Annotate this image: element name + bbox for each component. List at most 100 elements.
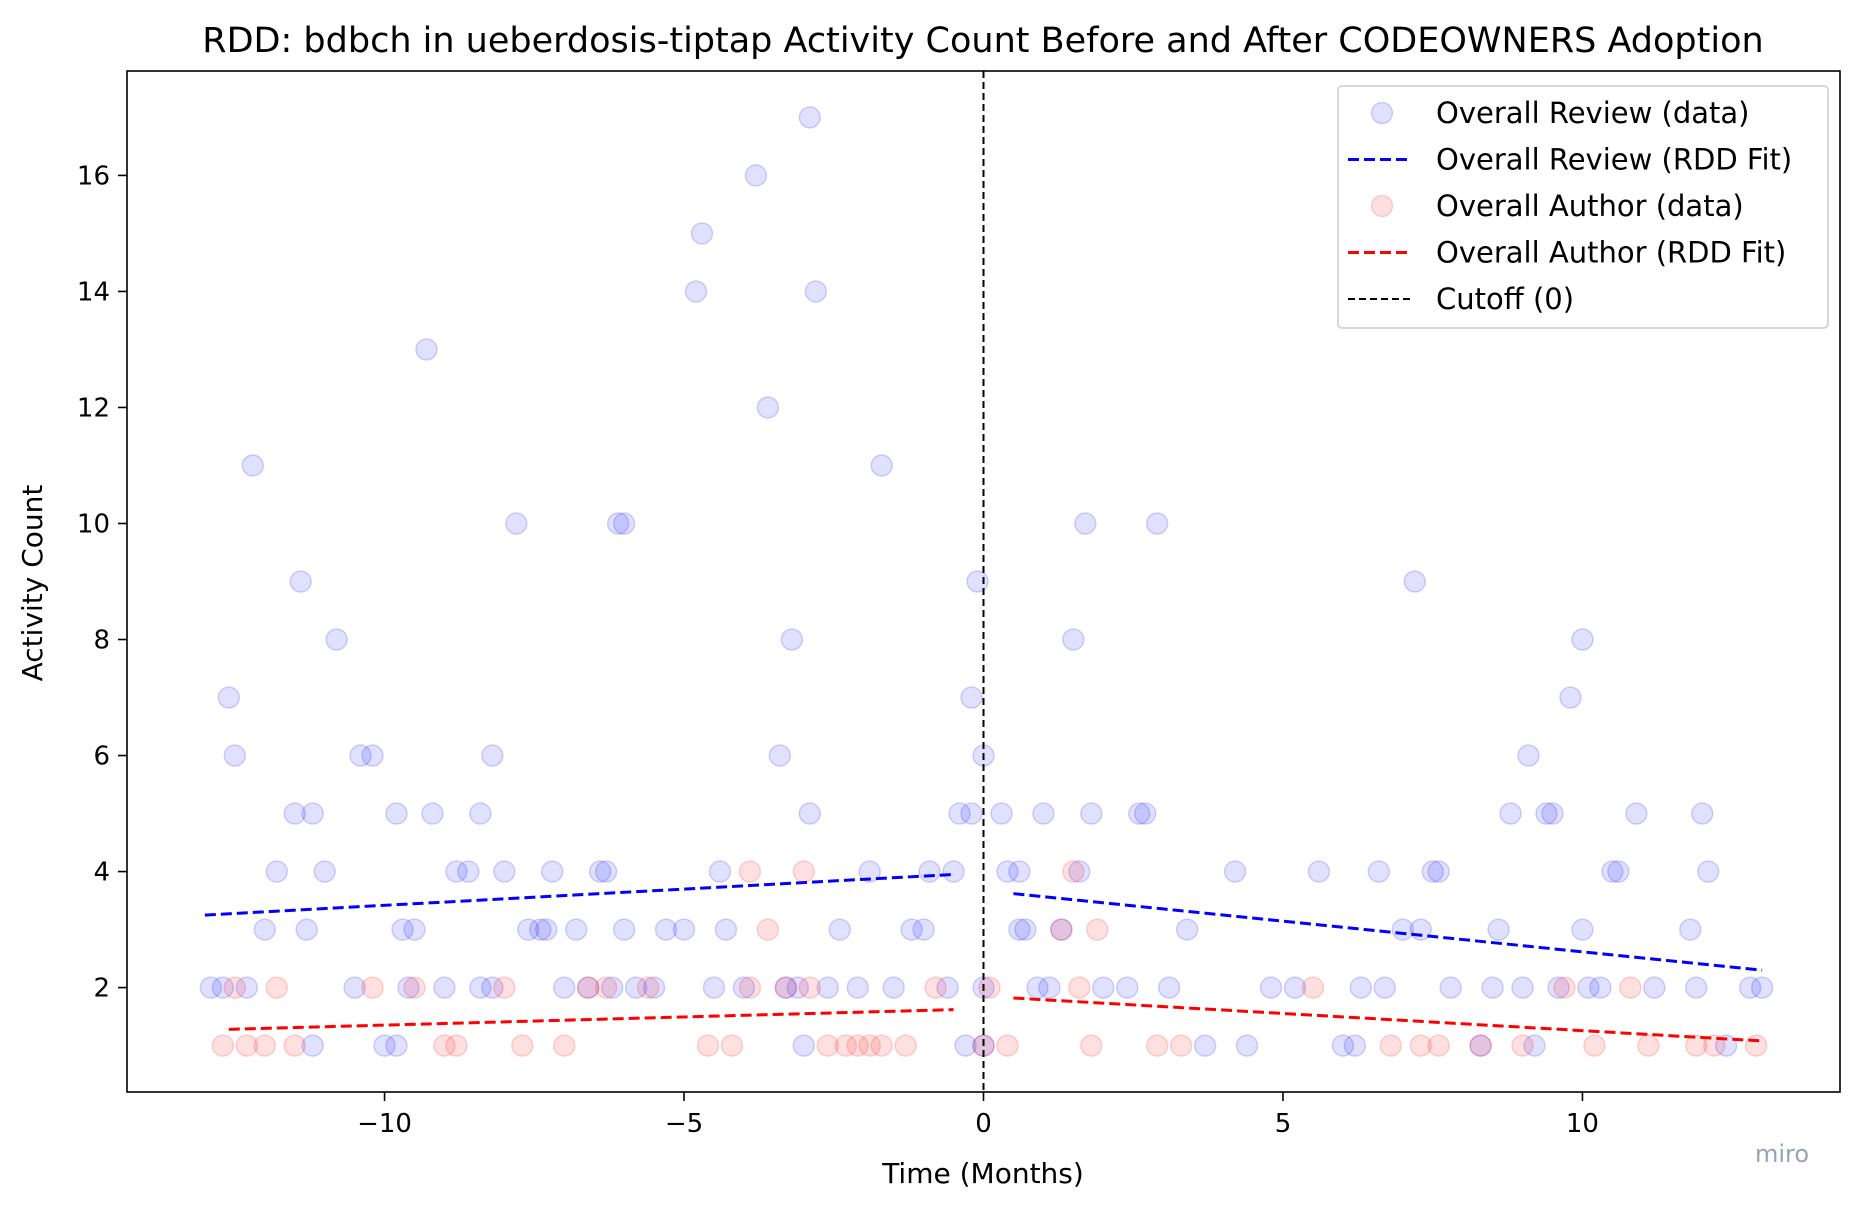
scatter-point — [265, 976, 288, 999]
scatter-point — [912, 918, 935, 941]
scatter-point — [1499, 802, 1522, 825]
scatter-point — [445, 860, 468, 883]
scatter-point — [349, 744, 372, 767]
scatter-point — [235, 976, 259, 999]
scatter-point — [469, 802, 492, 825]
scatter-point — [1481, 976, 1504, 999]
scatter-point — [541, 860, 564, 883]
plot-marks — [199, 71, 1774, 1092]
scatter-point — [1702, 1034, 1726, 1057]
scatter-point — [1062, 860, 1085, 883]
scatter-point — [1679, 918, 1702, 941]
scatter-point — [978, 976, 1001, 999]
scatter-point — [325, 628, 348, 651]
x-tick-label: −5 — [665, 1109, 703, 1139]
scatter-point — [624, 976, 648, 999]
scatter-point — [361, 976, 384, 999]
scatter-point — [283, 802, 306, 825]
x-tick-label: 10 — [1566, 1109, 1599, 1139]
scatter-point — [511, 1034, 534, 1057]
scatter-point — [894, 1034, 917, 1057]
scatter-point — [1511, 976, 1534, 999]
scatter-point — [756, 918, 780, 941]
y-tick-label: 10 — [77, 509, 110, 539]
scatter-point — [1068, 860, 1091, 883]
scatter-point — [1157, 976, 1181, 999]
scatter-point — [990, 802, 1013, 825]
scatter-point — [253, 918, 277, 941]
scatter-point — [900, 918, 923, 941]
legend-label: Overall Author (data) — [1436, 189, 1744, 223]
scatter-point — [594, 976, 618, 999]
scatter-point — [1032, 802, 1055, 825]
scatter-point — [217, 686, 241, 709]
y-tick-label: 6 — [93, 742, 110, 772]
legend-marker — [1370, 101, 1394, 125]
scatter-point — [720, 1034, 744, 1057]
scatter-point — [942, 860, 965, 883]
scatter-point — [1193, 1034, 1217, 1057]
rdd-fit-line — [204, 872, 954, 917]
scatter-point — [517, 918, 540, 941]
scatter-point — [343, 976, 366, 999]
scatter-point — [642, 976, 666, 999]
scatter-point — [1086, 918, 1109, 941]
scatter-point — [612, 918, 636, 941]
scatter-point — [552, 976, 576, 999]
legend: Overall Review (data) Overall Review (RDD… — [1337, 85, 1829, 329]
scatter-point — [1307, 860, 1331, 883]
scatter-point — [1583, 1034, 1606, 1057]
scatter-point — [295, 918, 318, 941]
scatter-point — [594, 860, 618, 883]
scatter-point — [1367, 860, 1391, 883]
scatter-point — [792, 860, 816, 883]
scatter-point — [1738, 976, 1762, 999]
scatter-point — [798, 106, 822, 129]
scatter-point — [1074, 512, 1097, 535]
scatter-point — [924, 976, 947, 999]
scatter-point — [918, 860, 941, 883]
scatter-point — [804, 280, 828, 303]
scatter-point — [846, 1034, 869, 1057]
scatter-point — [1571, 628, 1594, 651]
scatter-point — [1092, 976, 1115, 999]
scatter-point — [1235, 1034, 1259, 1057]
watermark-text: miro — [1755, 1140, 1810, 1168]
scatter-point — [1744, 1034, 1768, 1057]
scatter-point — [816, 976, 840, 999]
scatter-point — [738, 860, 762, 883]
scatter-point — [1169, 1034, 1193, 1057]
scatter-point — [1014, 918, 1037, 941]
rdd-fit-line — [228, 1008, 954, 1031]
legend-marker — [1370, 194, 1394, 218]
scatter-point — [445, 1034, 468, 1057]
scatter-point — [1379, 1034, 1403, 1057]
scatter-point — [612, 512, 636, 535]
scatter-point — [289, 570, 312, 593]
scatter-point — [223, 976, 247, 999]
scatter-point — [235, 1034, 259, 1057]
scatter-point — [385, 1034, 408, 1057]
scatter-point — [1547, 976, 1570, 999]
scatter-point — [858, 860, 881, 883]
rdd-fit-line — [1013, 996, 1763, 1043]
x-tick-label: 0 — [975, 1109, 992, 1139]
scatter-point — [1523, 1034, 1546, 1057]
scatter-point — [672, 918, 696, 941]
scatter-point — [1068, 976, 1091, 999]
scatter-point — [1541, 802, 1564, 825]
y-tick-label: 14 — [77, 277, 110, 307]
scatter-point — [1696, 860, 1720, 883]
scatter-point — [1439, 976, 1462, 999]
scatter-point — [828, 918, 852, 941]
scatter-point — [936, 976, 959, 999]
scatter-point — [684, 280, 708, 303]
scatter-point — [301, 1034, 324, 1057]
scatter-point — [1571, 918, 1594, 941]
scatter-point — [738, 976, 762, 999]
scatter-point — [403, 976, 426, 999]
scatter-point — [960, 802, 983, 825]
legend-box — [1337, 85, 1829, 329]
scatter-point — [552, 1034, 576, 1057]
